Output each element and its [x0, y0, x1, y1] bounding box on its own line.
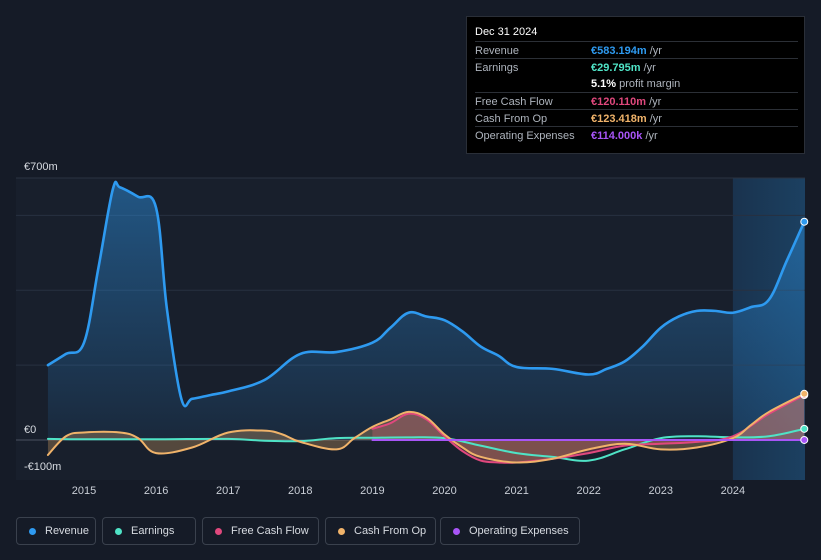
tooltip-label: Earnings — [475, 62, 519, 74]
legend-label: Earnings — [131, 525, 175, 537]
revenue-area — [47, 181, 805, 441]
series-lines — [46, 180, 806, 464]
y-tick-label: -€100m — [24, 461, 61, 473]
x-tick-label: 2019 — [360, 485, 384, 497]
x-tick-label: 2024 — [721, 485, 745, 497]
tooltip-row-profit-margin: 5.1% profit margin — [475, 75, 798, 92]
cash-from-op-area — [47, 393, 805, 463]
x-tick-label: 2020 — [432, 485, 456, 497]
x-tick-label: 2016 — [144, 485, 168, 497]
legend-dot-icon — [29, 528, 36, 535]
legend-dot-icon — [338, 528, 345, 535]
legend-dot-icon — [453, 528, 460, 535]
tooltip-value: 5.1% profit margin — [591, 78, 681, 90]
tooltip-value: €114.000k /yr — [591, 130, 658, 142]
legend-item-revenue[interactable]: Revenue — [16, 517, 96, 545]
tooltip-row-cash-from-op: Cash From Op €123.418m /yr — [475, 109, 798, 127]
tooltip-row-operating-expenses: Operating Expenses €114.000k /yr — [475, 126, 798, 144]
tooltip-value: €123.418m /yr — [591, 113, 662, 125]
series-endpoints — [800, 217, 809, 444]
legend-item-earnings[interactable]: Earnings — [102, 517, 196, 545]
tooltip-row-revenue: Revenue €583.194m /yr — [475, 41, 798, 59]
tooltip-value: €29.795m /yr — [591, 62, 656, 74]
legend-label: Free Cash Flow — [231, 525, 309, 537]
tooltip: Dec 31 2024 Revenue €583.194m /yr Earnin… — [466, 16, 805, 154]
legend-label: Operating Expenses — [469, 525, 569, 537]
cash-from-op-line — [46, 392, 806, 464]
x-tick-label: 2023 — [649, 485, 673, 497]
legend-item-cash-from-op[interactable]: Cash From Op — [325, 517, 436, 545]
y-axis-labels: €700m €0 -€100m — [24, 161, 61, 473]
tooltip-value: €120.110m /yr — [591, 96, 662, 108]
y-tick-label: €700m — [24, 161, 58, 173]
legend-label: Cash From Op — [354, 525, 427, 537]
y-tick-label: €0 — [24, 424, 36, 436]
x-axis-labels: 2015 2016 2017 2018 2019 2020 2021 2022 2023 2024 — [72, 485, 745, 497]
tooltip-row-free-cash-flow: Free Cash Flow €120.110m /yr — [475, 92, 798, 110]
cash-from-op-endpoint — [800, 389, 809, 398]
legend-item-free-cash-flow[interactable]: Free Cash Flow — [202, 517, 319, 545]
legend-dot-icon — [215, 528, 222, 535]
x-tick-label: 2018 — [288, 485, 312, 497]
x-tick-label: 2021 — [504, 485, 528, 497]
tooltip-date: Dec 31 2024 — [475, 26, 538, 38]
legend-item-operating-expenses[interactable]: Operating Expenses — [440, 517, 580, 545]
tooltip-value: €583.194m /yr — [591, 45, 662, 57]
tooltip-row-earnings: Earnings €29.795m /yr — [475, 58, 798, 76]
x-tick-label: 2017 — [216, 485, 240, 497]
tooltip-label: Operating Expenses — [475, 130, 575, 142]
earnings-endpoint — [800, 424, 809, 433]
tooltip-label: Cash From Op — [475, 113, 548, 125]
tooltip-label: Free Cash Flow — [475, 96, 553, 108]
legend-label: Revenue — [45, 525, 90, 537]
tooltip-label: Revenue — [475, 45, 520, 57]
revenue-endpoint — [800, 217, 809, 226]
revenue-line — [46, 180, 806, 408]
legend-dot-icon — [115, 528, 122, 535]
x-tick-label: 2015 — [72, 485, 96, 497]
operating-expenses-endpoint — [800, 435, 809, 444]
x-tick-label: 2022 — [576, 485, 600, 497]
